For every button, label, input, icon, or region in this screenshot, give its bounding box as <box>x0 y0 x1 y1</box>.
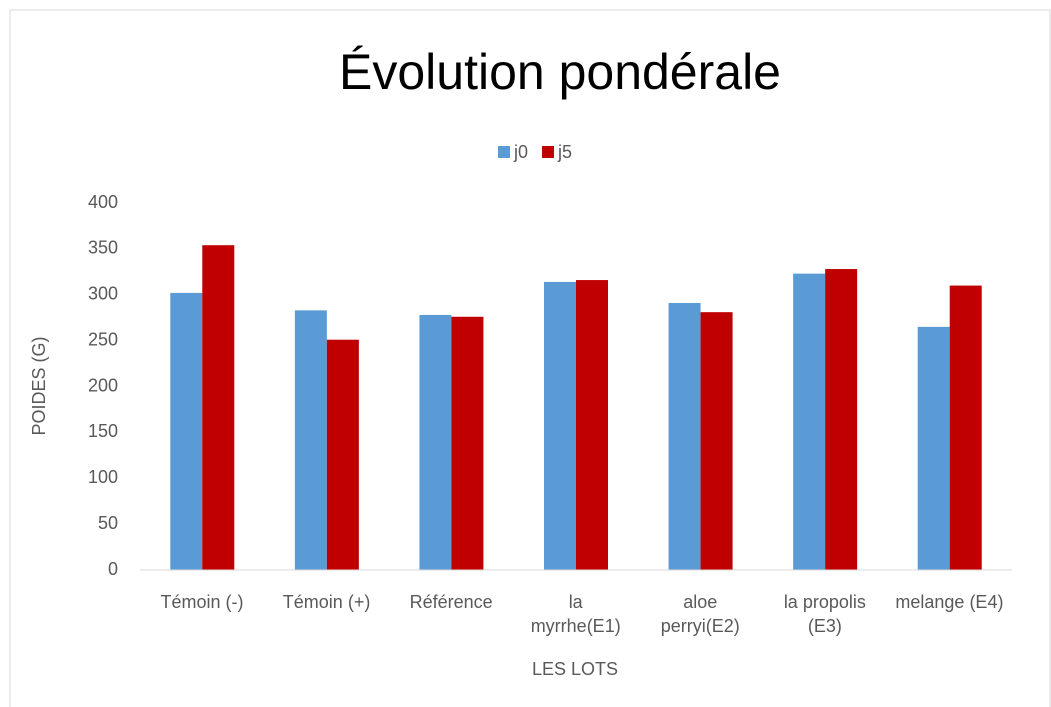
legend-label: j5 <box>557 142 572 162</box>
bar <box>544 281 576 570</box>
y-tick-label: 150 <box>88 421 118 441</box>
x-tick-label: melange (E4) <box>895 592 1004 612</box>
bar <box>793 273 826 570</box>
bar <box>917 326 950 570</box>
bar <box>202 245 235 570</box>
x-tick-label: aloe perryi(E2) <box>660 592 740 636</box>
y-tick-label: 400 <box>88 192 118 212</box>
x-axis-label: LES LOTS <box>532 659 618 679</box>
y-axis-label: POIDES (G) <box>29 336 49 435</box>
y-tick-label: 300 <box>88 284 118 304</box>
bar <box>576 280 608 570</box>
x-tick-label: Témoin (+) <box>282 592 371 612</box>
bar <box>451 316 484 570</box>
chart-title: Évolution pondérale <box>339 44 781 100</box>
x-tick-label: la myrrhe(E1) <box>530 592 621 636</box>
legend-swatch <box>498 146 510 158</box>
bar <box>825 269 858 570</box>
bar <box>668 303 701 570</box>
x-tick-label: la propolis (E3) <box>783 592 866 636</box>
bar <box>326 339 359 570</box>
y-tick-label: 50 <box>98 513 118 533</box>
bar <box>294 310 327 570</box>
y-tick-label: 200 <box>88 375 118 395</box>
bar <box>170 292 203 570</box>
y-tick-label: 250 <box>88 329 118 349</box>
chart-frame <box>9 9 1051 707</box>
x-tick-label: Référence <box>409 592 493 612</box>
y-tick-label: 350 <box>88 238 118 258</box>
bar <box>700 312 733 570</box>
bar <box>419 314 452 570</box>
x-tick-label: Témoin (-) <box>160 592 244 612</box>
bar <box>949 285 982 570</box>
legend-swatch <box>542 146 555 158</box>
legend-label: j0 <box>513 142 528 162</box>
y-tick-label: 100 <box>88 467 118 487</box>
y-tick-label: 0 <box>108 559 118 579</box>
